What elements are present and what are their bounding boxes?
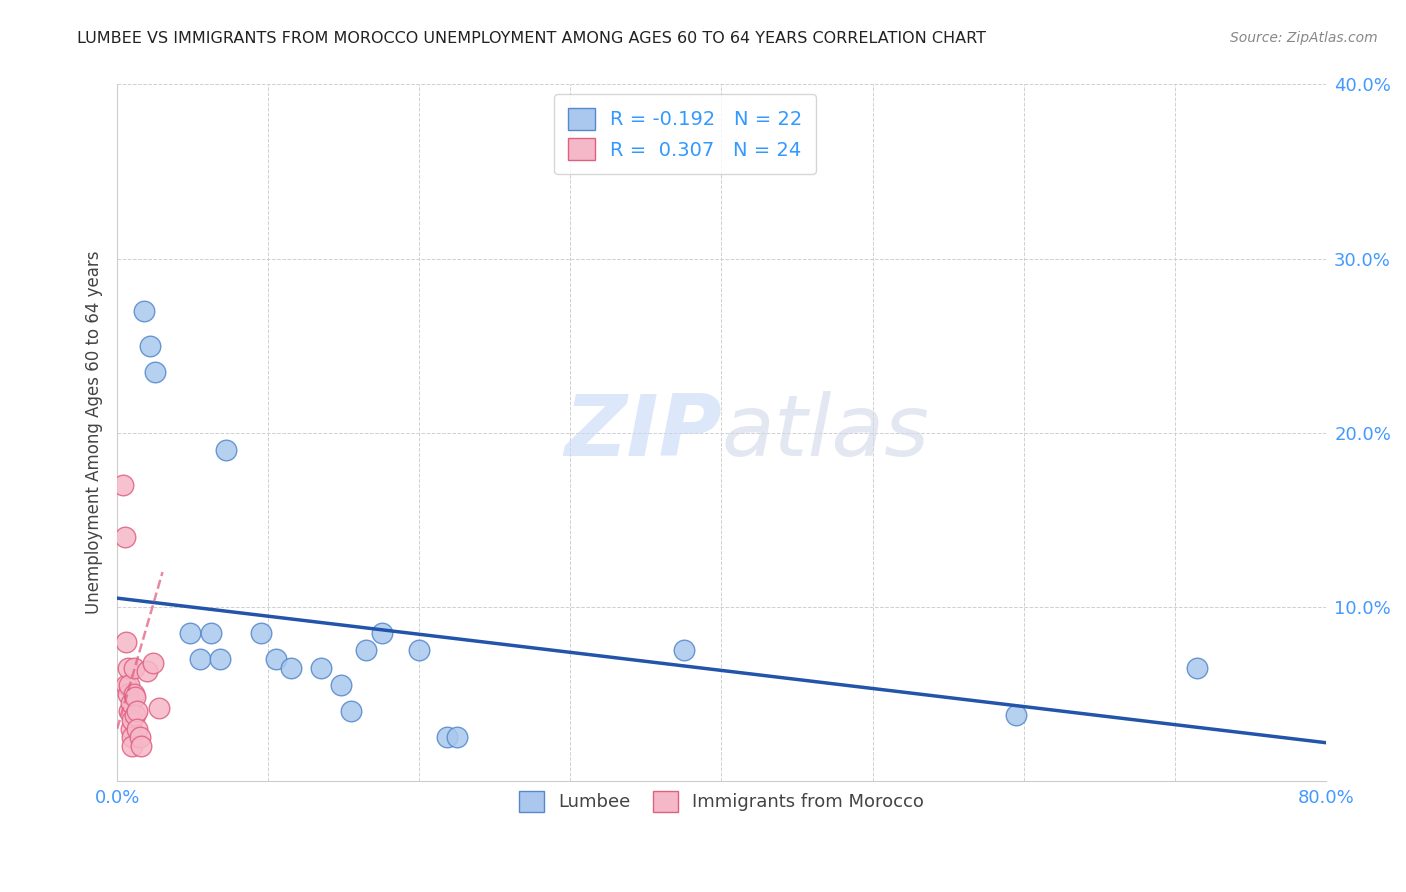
Point <box>142 656 165 670</box>
Point <box>112 478 135 492</box>
Point <box>121 739 143 754</box>
Point <box>117 661 139 675</box>
Point <box>125 722 148 736</box>
Point <box>139 338 162 352</box>
Point <box>125 704 148 718</box>
Point <box>329 678 352 692</box>
Legend: Lumbee, Immigrants from Morocco: Lumbee, Immigrants from Morocco <box>506 778 936 824</box>
Point <box>120 696 142 710</box>
Point <box>134 303 156 318</box>
Point <box>1005 707 1028 722</box>
Text: ZIP: ZIP <box>564 392 721 475</box>
Point <box>408 643 430 657</box>
Point <box>309 661 332 675</box>
Point <box>143 365 166 379</box>
Point <box>122 661 145 675</box>
Y-axis label: Unemployment Among Ages 60 to 64 years: Unemployment Among Ages 60 to 64 years <box>86 251 103 615</box>
Point <box>128 731 150 745</box>
Text: LUMBEE VS IMMIGRANTS FROM MOROCCO UNEMPLOYMENT AMONG AGES 60 TO 64 YEARS CORRELA: LUMBEE VS IMMIGRANTS FROM MOROCCO UNEMPL… <box>77 31 987 46</box>
Point <box>179 626 201 640</box>
Point <box>188 652 211 666</box>
Point <box>208 652 231 666</box>
Point <box>340 704 363 718</box>
Point <box>114 530 136 544</box>
Text: atlas: atlas <box>721 392 929 475</box>
Point <box>131 739 153 754</box>
Point <box>120 722 142 736</box>
Point <box>121 713 143 727</box>
Point <box>124 707 146 722</box>
Point <box>115 634 138 648</box>
Point <box>370 626 392 640</box>
Text: Source: ZipAtlas.com: Source: ZipAtlas.com <box>1230 31 1378 45</box>
Point <box>1187 661 1209 675</box>
Point <box>200 626 222 640</box>
Point <box>215 443 238 458</box>
Point <box>356 643 378 657</box>
Point <box>148 701 170 715</box>
Point <box>280 661 302 675</box>
Point <box>118 704 141 718</box>
Point <box>117 687 139 701</box>
Point <box>436 731 458 745</box>
Point <box>264 652 287 666</box>
Point <box>672 643 695 657</box>
Point <box>124 690 146 705</box>
Point <box>118 678 141 692</box>
Point <box>122 687 145 701</box>
Point <box>115 678 138 692</box>
Point <box>249 626 271 640</box>
Point <box>121 731 143 745</box>
Point <box>136 665 159 679</box>
Point <box>446 731 468 745</box>
